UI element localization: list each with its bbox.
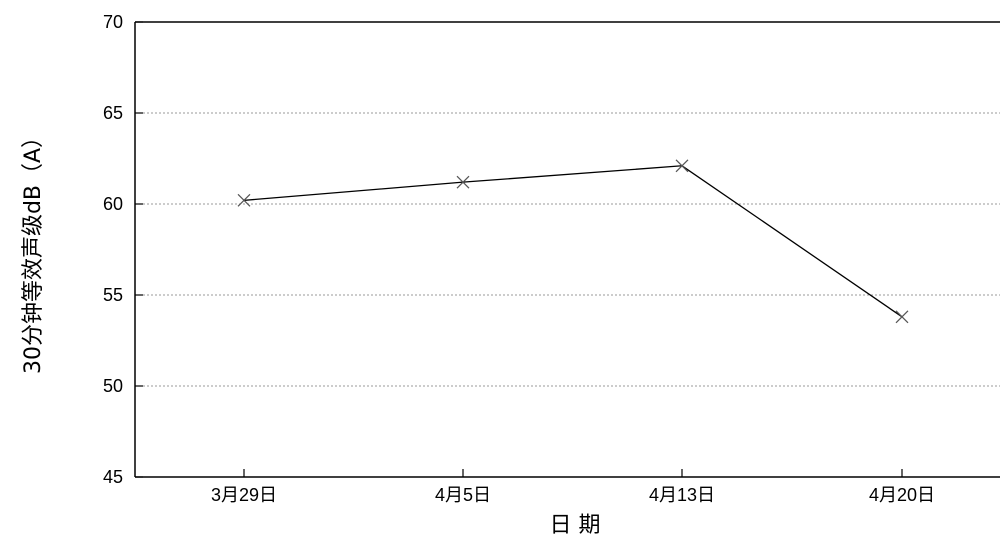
data-point [895,310,909,324]
y-tick-label: 45 [103,467,123,487]
point-marker-stroke [895,310,909,324]
y-tick-label: 55 [103,285,123,305]
x-tick-label: 3月29日 [211,485,277,505]
data-point [237,193,251,207]
x-tick-label: 4月13日 [649,485,715,505]
point-marker-stroke [237,193,251,207]
y-tick-label: 65 [103,103,123,123]
point-marker-stroke [456,175,470,189]
x-axis-title: 日 期 [550,513,601,538]
y-axis-ticks: 45 50 55 60 65 70 [103,12,143,487]
data-point [675,159,689,173]
x-tick-label: 4月20日 [869,485,935,505]
y-tick-label: 50 [103,376,123,396]
gridlines [135,112,1000,387]
y-tick-label: 60 [103,194,123,214]
data-point [456,175,470,189]
series-line [243,165,903,318]
x-tick-label: 4月5日 [435,485,491,505]
series [237,159,909,324]
y-axis-title: 30分钟等效声级dB（A） [21,126,46,374]
axes [134,21,1000,478]
y-tick-label: 70 [103,12,123,32]
point-marker-stroke [675,159,689,173]
x-axis-ticks: 3月29日 4月5日 4月13日 4月20日 [211,469,935,505]
